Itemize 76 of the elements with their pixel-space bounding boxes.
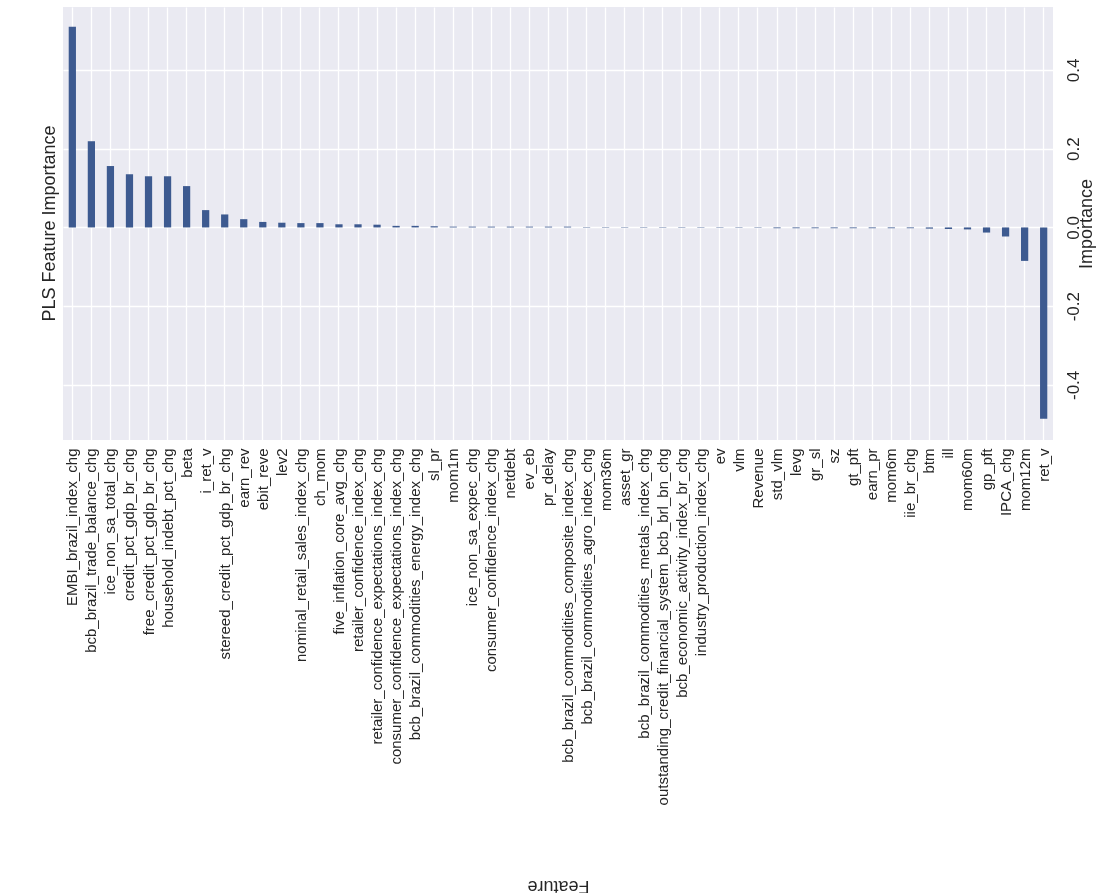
x-tick-label: outstanding_credit_financial_system_bcb_brl_bn_chg bbox=[653, 448, 671, 806]
x-tick-label: earn_pr bbox=[863, 448, 881, 501]
x-tick-label: bcb_brazil_commodities_energy_index_chg bbox=[406, 448, 424, 741]
bar bbox=[1001, 227, 1010, 237]
x-tick-label: netdebt bbox=[501, 447, 519, 499]
x-tick-label: gp_pft bbox=[977, 447, 995, 491]
bar bbox=[144, 176, 153, 228]
bar bbox=[982, 227, 991, 233]
x-tick-label: beta bbox=[177, 447, 195, 478]
x-tick-label: ret_v bbox=[1034, 448, 1052, 482]
x-tick-label: nominal_retail_sales_index_chg bbox=[291, 448, 309, 662]
x-tick-label: credit_pct_gdp_br_chg bbox=[120, 448, 138, 602]
bar bbox=[202, 210, 210, 228]
x-tick-label: IPCA_chg bbox=[996, 448, 1014, 517]
x-tick-label: sl_pr bbox=[425, 448, 443, 482]
y-tick-label: 0.2 bbox=[1063, 137, 1083, 162]
x-tick-label: ice_non_sa_expec_chg bbox=[463, 448, 481, 607]
y-tick-label: 0.4 bbox=[1063, 58, 1083, 83]
x-tick-label: mom1m bbox=[444, 448, 462, 503]
x-tick-label: bcb_economic_activity_index_br_chg bbox=[672, 448, 690, 698]
bar bbox=[316, 223, 324, 228]
y-tick-label: -0.4 bbox=[1063, 370, 1083, 401]
x-tick-label: consumer_confidence_index_chg bbox=[482, 448, 500, 672]
x-tick-label: vlm bbox=[729, 448, 747, 472]
x-tick-label: mom6m bbox=[882, 448, 900, 503]
bar bbox=[335, 224, 343, 228]
x-tick-label: ill bbox=[939, 448, 957, 459]
bar bbox=[106, 166, 115, 228]
bar bbox=[221, 214, 229, 228]
bar bbox=[182, 186, 191, 228]
x-tick-label: ev_eb bbox=[520, 448, 538, 490]
x-tick-label: std_vlm bbox=[768, 448, 786, 501]
x-tick-label: ev bbox=[710, 448, 728, 465]
x-tick-label: consumer_confidence_expectations_index_chg bbox=[387, 448, 405, 765]
x-tick-label: five_inflation_core_avg_chg bbox=[329, 448, 347, 635]
x-tick-label: mom36m bbox=[596, 448, 614, 512]
bar bbox=[297, 223, 305, 228]
x-tick-label: Revenue bbox=[748, 448, 766, 509]
x-tick-label: gt_pft bbox=[844, 447, 862, 487]
bar bbox=[354, 224, 362, 228]
x-tick-label: lev2 bbox=[272, 448, 290, 477]
x-tick-label: retailer_confidence_expectations_index_chg bbox=[368, 448, 386, 745]
x-tick-label: i_ret_v bbox=[196, 448, 214, 494]
x-tick-label: retailer_confidence_index_chg bbox=[349, 448, 367, 652]
text: PLS Feature Importance bbox=[39, 125, 59, 322]
x-tick-label: industry_production_index_chg bbox=[691, 448, 709, 657]
x-tick-label: bcb_brazil_commodities_metals_index_chg bbox=[634, 448, 652, 739]
x-tick-label: ebit_reve bbox=[253, 448, 271, 511]
x-tick-label: asset_gr bbox=[615, 448, 633, 507]
bar bbox=[1021, 227, 1029, 261]
x-tick-label: household_indebt_pct_chg bbox=[158, 448, 176, 628]
bar bbox=[125, 174, 134, 228]
x-tick-label: bcb_brazil_trade_balance_chg bbox=[82, 448, 100, 653]
x-tick-label: stereed_credit_pct_gdp_br_chg bbox=[215, 448, 233, 660]
x-tick-label: EMBI_brazil_index_chg bbox=[63, 448, 81, 607]
x-tick-label: levg bbox=[787, 448, 805, 477]
bar bbox=[87, 141, 95, 228]
x-tick-label: ch_mom bbox=[310, 448, 328, 507]
x-tick-label: pr_delay bbox=[539, 448, 557, 507]
x-tick-label: mom12m bbox=[1015, 448, 1033, 512]
x-tick-label: bcb_brazil_commodities_agro_index_chg bbox=[577, 448, 595, 725]
x-axis-title: Feature bbox=[527, 876, 590, 893]
x-tick-label: sz bbox=[825, 448, 843, 464]
x-tick-label: gr_sl bbox=[806, 448, 824, 482]
bar bbox=[1040, 227, 1048, 419]
x-tick-label: ice_non_sa_total_chg bbox=[101, 448, 119, 595]
bar bbox=[240, 219, 248, 228]
x-tick-label: btm bbox=[920, 448, 938, 474]
bar bbox=[68, 26, 76, 228]
x-tick-label: bcb_brazil_commodities_composite_index_chg bbox=[558, 448, 576, 763]
x-tick-label: earn_rev bbox=[234, 448, 252, 508]
y-tick-label: -0.2 bbox=[1063, 292, 1083, 322]
x-tick-label: mom60m bbox=[958, 448, 976, 512]
x-tick-label: free_credit_pct_gdp_br_chg bbox=[139, 448, 157, 636]
bar bbox=[163, 176, 172, 228]
x-tick-label: iie_br_chg bbox=[901, 448, 919, 518]
